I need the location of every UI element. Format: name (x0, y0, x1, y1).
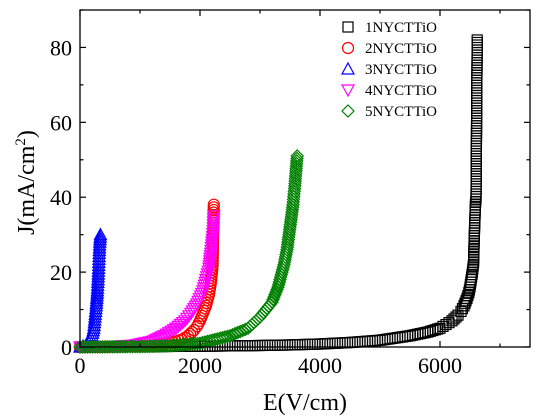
data-point (175, 337, 190, 352)
data-point (195, 285, 211, 299)
data-point (93, 227, 108, 241)
data-point (206, 216, 221, 230)
data-point (228, 326, 242, 341)
data-point (206, 219, 221, 233)
legend-label: 2NYCTTiO (365, 41, 437, 57)
plot-frame (79, 9, 531, 348)
data-point (455, 305, 467, 318)
y-tick-label: 20 (50, 260, 72, 285)
data-point (183, 327, 197, 340)
data-point (290, 149, 305, 163)
data-point (225, 327, 240, 342)
data-point (218, 330, 232, 344)
data-point (206, 225, 221, 239)
x-tick-label: 6000 (418, 353, 462, 378)
series-3 (72, 227, 108, 353)
data-point (170, 338, 185, 353)
y-axis-title-close: ) (14, 130, 40, 138)
data-point (251, 312, 265, 326)
data-point (198, 274, 214, 287)
data-point (247, 315, 261, 330)
data-point (223, 328, 237, 343)
data-point (233, 324, 248, 339)
data-point (93, 229, 108, 243)
data-point (173, 338, 187, 352)
legend-label: 3NYCTTiO (365, 62, 437, 78)
legend-marker (340, 61, 356, 75)
data-point (180, 337, 195, 352)
plot-markers (72, 34, 483, 355)
data-point (215, 330, 230, 345)
legend-marker (340, 84, 356, 98)
data-point (187, 324, 201, 337)
data-point (196, 282, 211, 296)
data-point (199, 271, 214, 285)
y-axis-title-sup: 2 (13, 138, 29, 146)
data-point (437, 320, 449, 333)
data-point (206, 222, 221, 236)
data-point (448, 313, 460, 325)
legend-marker (342, 21, 354, 33)
data-point (253, 310, 267, 324)
data-point (461, 292, 473, 304)
axes: 0 2000 4000 6000 0 20 40 60 80 (50, 9, 530, 378)
data-point (202, 255, 217, 269)
y-tick-label: 40 (50, 185, 72, 210)
y-tick-label: 60 (50, 110, 72, 135)
legend: 1NYCTTiO 2NYCTTiO 3NYCTTiO 4NYCTTiO 5NYCTTiO (340, 20, 437, 120)
x-axis-title: E(V/cm) (263, 390, 347, 416)
data-point (440, 318, 452, 331)
y-tick-label: 80 (50, 35, 72, 60)
data-point (160, 339, 175, 353)
x-tick-label: 0 (75, 353, 86, 378)
data-point (256, 305, 271, 320)
data-point (249, 313, 263, 328)
data-point (471, 34, 483, 46)
data-point (230, 325, 245, 340)
legend-marker (341, 104, 355, 118)
data-point (183, 337, 197, 351)
data-point (434, 322, 446, 334)
y-axis-title-main: J(mA/cm (14, 145, 40, 235)
data-point (220, 329, 235, 344)
data-point (163, 339, 177, 353)
data-point (446, 315, 458, 327)
data-point (198, 276, 213, 290)
data-point (197, 279, 212, 293)
data-point (290, 151, 304, 166)
data-point (168, 338, 182, 353)
legend-label: 5NYCTTiO (365, 104, 437, 120)
x-tick-label: 4000 (298, 353, 342, 378)
data-point (463, 287, 475, 299)
data-point (203, 252, 218, 266)
legend-marker (341, 41, 355, 55)
data-point (165, 338, 180, 353)
data-point (190, 320, 204, 333)
data-point (258, 303, 272, 318)
series-5 (73, 149, 305, 354)
y-tick-label: 0 (61, 335, 72, 360)
data-point (207, 198, 220, 211)
legend-label: 4NYCTTiO (365, 83, 437, 99)
data-point (178, 337, 192, 352)
data-point (206, 213, 221, 227)
data-point (254, 308, 269, 322)
data-point (206, 210, 221, 224)
legend-label: 1NYCTTiO (365, 20, 437, 36)
x-tick-label: 2000 (178, 353, 222, 378)
y-axis-title: J(mA/cm2) (13, 130, 40, 235)
data-point (462, 289, 474, 302)
